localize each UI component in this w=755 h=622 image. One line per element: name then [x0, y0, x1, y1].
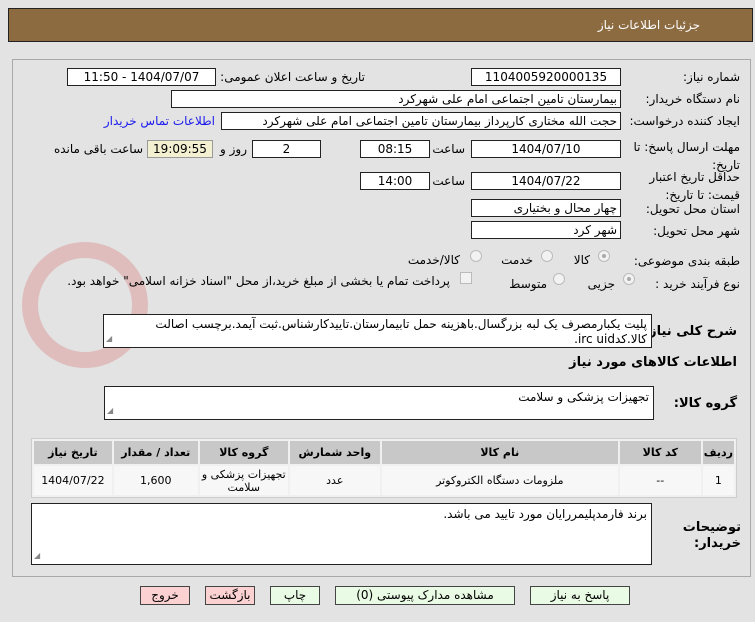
description-label: شرح کلی نیاز: — [643, 324, 737, 339]
cell-name: ملزومات دستگاه الکتروکوتر — [381, 466, 618, 495]
cell-unit: عدد — [289, 466, 380, 495]
notes-label: توضیحات خریدار: — [682, 520, 741, 551]
deadline-time-label: ساعت — [432, 142, 465, 156]
back-button[interactable]: بازگشت — [205, 586, 255, 605]
page-header: جزئیات اطلاعات نیاز — [8, 8, 753, 42]
deadline-date-field: 1404/07/10 — [471, 140, 621, 158]
process-radio-minor[interactable] — [623, 273, 635, 285]
col-date: تاریخ نیاز — [34, 441, 112, 464]
details-panel — [12, 59, 751, 577]
description-field: پلیت یکبارمصرف یک لبه بزرگسال.باهزینه حم… — [103, 314, 652, 348]
days-field: 2 — [252, 140, 321, 158]
province-field: چهار محال و بختیاری — [471, 199, 621, 217]
col-name: نام کالا — [381, 441, 618, 464]
process-option-medium: متوسط — [509, 277, 547, 291]
col-row: ردیف — [702, 441, 734, 464]
table-header-row: ردیف کد کالا نام کالا واحد شمارش گروه کا… — [34, 441, 734, 464]
notes-text: برند فارمدپلیمررایان مورد تایید می باشد. — [443, 507, 647, 521]
need-number-label: شماره نیاز: — [683, 70, 740, 84]
city-field: شهر کرد — [471, 221, 621, 239]
city-label: شهر محل تحویل: — [653, 224, 740, 238]
deadline-time-field: 08:15 — [360, 140, 430, 158]
col-code: کد کالا — [619, 441, 701, 464]
view-attachments-button[interactable]: مشاهده مدارک پیوستی (0) — [335, 586, 515, 605]
resize-grip-icon: ◢ — [106, 334, 113, 343]
table-row: 1 -- ملزومات دستگاه الکتروکوتر عدد تجهیز… — [34, 466, 734, 495]
goods-table: ردیف کد کالا نام کالا واحد شمارش گروه کا… — [31, 438, 737, 498]
category-radio-goods-service[interactable] — [470, 250, 482, 262]
process-label: نوع فرآیند خرید : — [655, 277, 740, 291]
province-label: استان محل تحویل: — [645, 202, 740, 216]
goods-group-field: تجهیزات پزشکی و سلامت ◢ — [104, 386, 654, 420]
deadline-label: مهلت ارسال پاسخ: تا تاریخ: — [633, 140, 740, 172]
announce-label: تاریخ و ساعت اعلان عمومی: — [220, 70, 365, 84]
notes-field: برند فارمدپلیمررایان مورد تایید می باشد.… — [31, 503, 652, 565]
validity-label: حداقل تاریخ اعتبار قیمت: تا تاریخ: — [649, 170, 740, 202]
print-button[interactable]: چاپ — [270, 586, 320, 605]
category-option-service: خدمت — [501, 253, 533, 267]
buyer-field: بیمارستان تامین اجتماعی امام علی شهرکرد — [171, 90, 621, 108]
goods-group-label: گروه کالا: — [673, 396, 737, 411]
creator-field: حجت الله مختاری کارپرداز بیمارستان تامین… — [221, 112, 621, 130]
buyer-label: نام دستگاه خریدار: — [645, 92, 741, 106]
category-option-goods: کالا — [573, 253, 590, 267]
validity-date-field: 1404/07/22 — [471, 172, 621, 190]
cell-group: تجهیزات پزشکی و سلامت — [199, 466, 288, 495]
remaining-time-field: 19:09:55 — [147, 140, 213, 158]
announce-field: 1404/07/07 - 11:50 — [67, 68, 216, 86]
goods-group-text: تجهیزات پزشکی و سلامت — [518, 390, 649, 404]
treasury-payment-checkbox[interactable] — [460, 272, 472, 284]
need-number-field: 1104005920000135 — [471, 68, 621, 86]
reply-button[interactable]: پاسخ به نیاز — [530, 586, 630, 605]
resize-grip-icon: ◢ — [34, 551, 41, 560]
days-label: روز و — [220, 142, 247, 156]
category-radio-service[interactable] — [541, 250, 553, 262]
exit-button[interactable]: خروج — [140, 586, 190, 605]
col-unit: واحد شمارش — [289, 441, 380, 464]
cell-quantity: 1,600 — [113, 466, 198, 495]
watermark-logo-icon — [22, 242, 148, 368]
category-radio-goods[interactable] — [598, 250, 610, 262]
page-title: جزئیات اطلاعات نیاز — [597, 18, 700, 32]
creator-label: ایجاد کننده درخواست: — [629, 114, 740, 128]
contact-buyer-link[interactable]: اطلاعات تماس خریدار — [103, 114, 215, 128]
payment-note: پرداخت تمام یا بخشی از مبلغ خرید،از محل … — [67, 274, 450, 288]
col-quantity: تعداد / مقدار — [113, 441, 198, 464]
category-option-goods-service: کالا/خدمت — [407, 253, 460, 267]
process-option-minor: جزیی — [587, 277, 615, 291]
validity-time-label: ساعت — [432, 174, 465, 188]
validity-time-field: 14:00 — [360, 172, 430, 190]
category-label: طبقه بندی موضوعی: — [633, 254, 740, 268]
resize-grip-icon: ◢ — [107, 406, 114, 415]
process-radio-medium[interactable] — [553, 273, 565, 285]
remaining-label: ساعت باقی مانده — [53, 142, 143, 156]
goods-section-title: اطلاعات کالاهای مورد نیاز — [569, 355, 737, 370]
cell-code: -- — [619, 466, 701, 495]
description-text: پلیت یکبارمصرف یک لبه بزرگسال.باهزینه حم… — [155, 317, 647, 346]
cell-row: 1 — [702, 466, 734, 495]
cell-date: 1404/07/22 — [34, 466, 112, 495]
col-group: گروه کالا — [199, 441, 288, 464]
